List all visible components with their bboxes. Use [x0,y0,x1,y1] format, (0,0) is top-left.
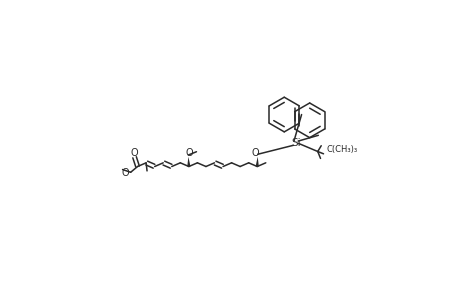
Text: O: O [251,148,258,158]
Text: O: O [121,168,129,178]
Polygon shape [187,157,190,166]
Polygon shape [255,157,258,166]
Text: C(CH₃)₃: C(CH₃)₃ [326,145,358,154]
Text: O: O [130,148,138,158]
Text: O: O [185,148,192,158]
Text: Si: Si [291,138,300,148]
